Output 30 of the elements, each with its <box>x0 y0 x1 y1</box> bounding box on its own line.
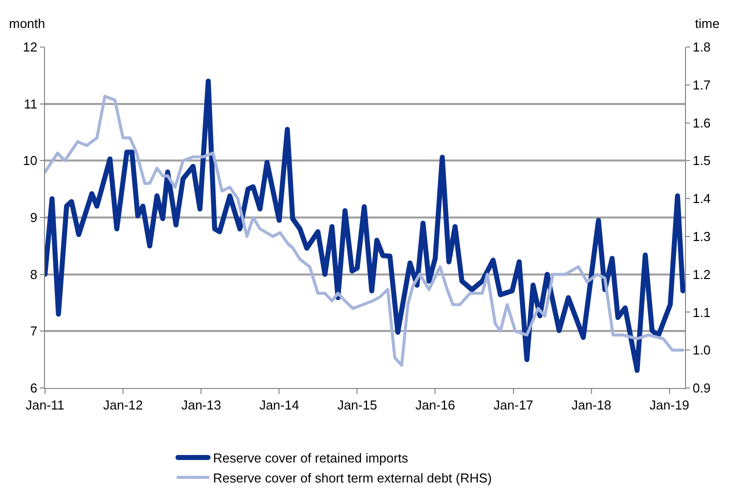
y-tick-label: 9 <box>30 210 38 226</box>
x-tick-label: Jan-17 <box>494 398 534 413</box>
y-tick-label: 12 <box>22 40 38 55</box>
y2-tick-label: 1.6 <box>692 115 711 130</box>
y2-tick-label: 1.1 <box>692 304 711 320</box>
y2-axis-title: time <box>695 16 720 31</box>
y2-tick-label: 1.3 <box>692 228 711 244</box>
x-tick-label: Jan-15 <box>337 398 378 413</box>
y-tick-label: 6 <box>30 380 38 396</box>
y-tick-label: 10 <box>22 153 38 168</box>
y-tick-label: 7 <box>30 324 38 339</box>
x-tick-label: Jan-19 <box>650 398 690 413</box>
y2-tick-label: 0.9 <box>692 380 711 396</box>
y-tick-label: 11 <box>24 96 38 112</box>
x-tick-label: Jan-14 <box>259 398 300 413</box>
x-tick-label: Jan-16 <box>415 398 456 413</box>
legend-label: Reserve cover of retained imports <box>213 450 409 466</box>
y2-tick-label: 1.0 <box>692 342 711 358</box>
y-tick-label: 8 <box>30 266 38 282</box>
y2-tick-label: 1.4 <box>692 191 711 206</box>
y-axis-title: month <box>9 16 46 31</box>
x-tick-label: Jan-12 <box>103 398 143 413</box>
y2-tick-label: 1.8 <box>692 40 711 55</box>
legend-label: Reserve cover of short term external debt (RHS) <box>213 470 492 486</box>
y2-tick-label: 1.5 <box>692 153 711 168</box>
y2-tick-label: 1.7 <box>692 77 711 92</box>
x-tick-label: Jan-11 <box>26 398 64 413</box>
y2-tick-label: 1.2 <box>692 266 711 282</box>
x-tick-label: Jan-13 <box>181 398 222 413</box>
x-tick-label: Jan-18 <box>572 398 612 413</box>
